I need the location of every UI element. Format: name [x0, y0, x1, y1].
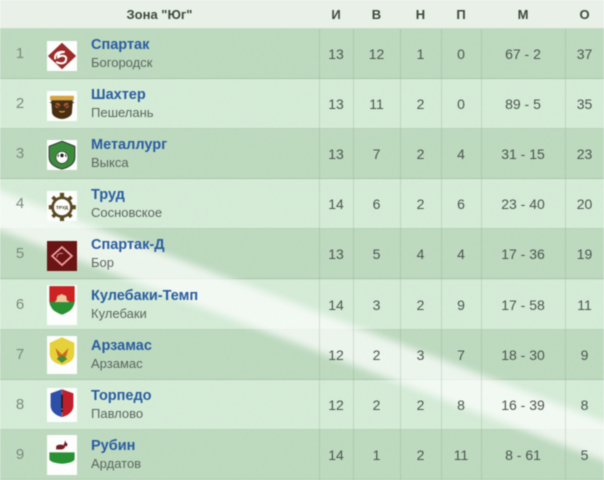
svg-text:ТРУД: ТРУД: [56, 205, 69, 211]
